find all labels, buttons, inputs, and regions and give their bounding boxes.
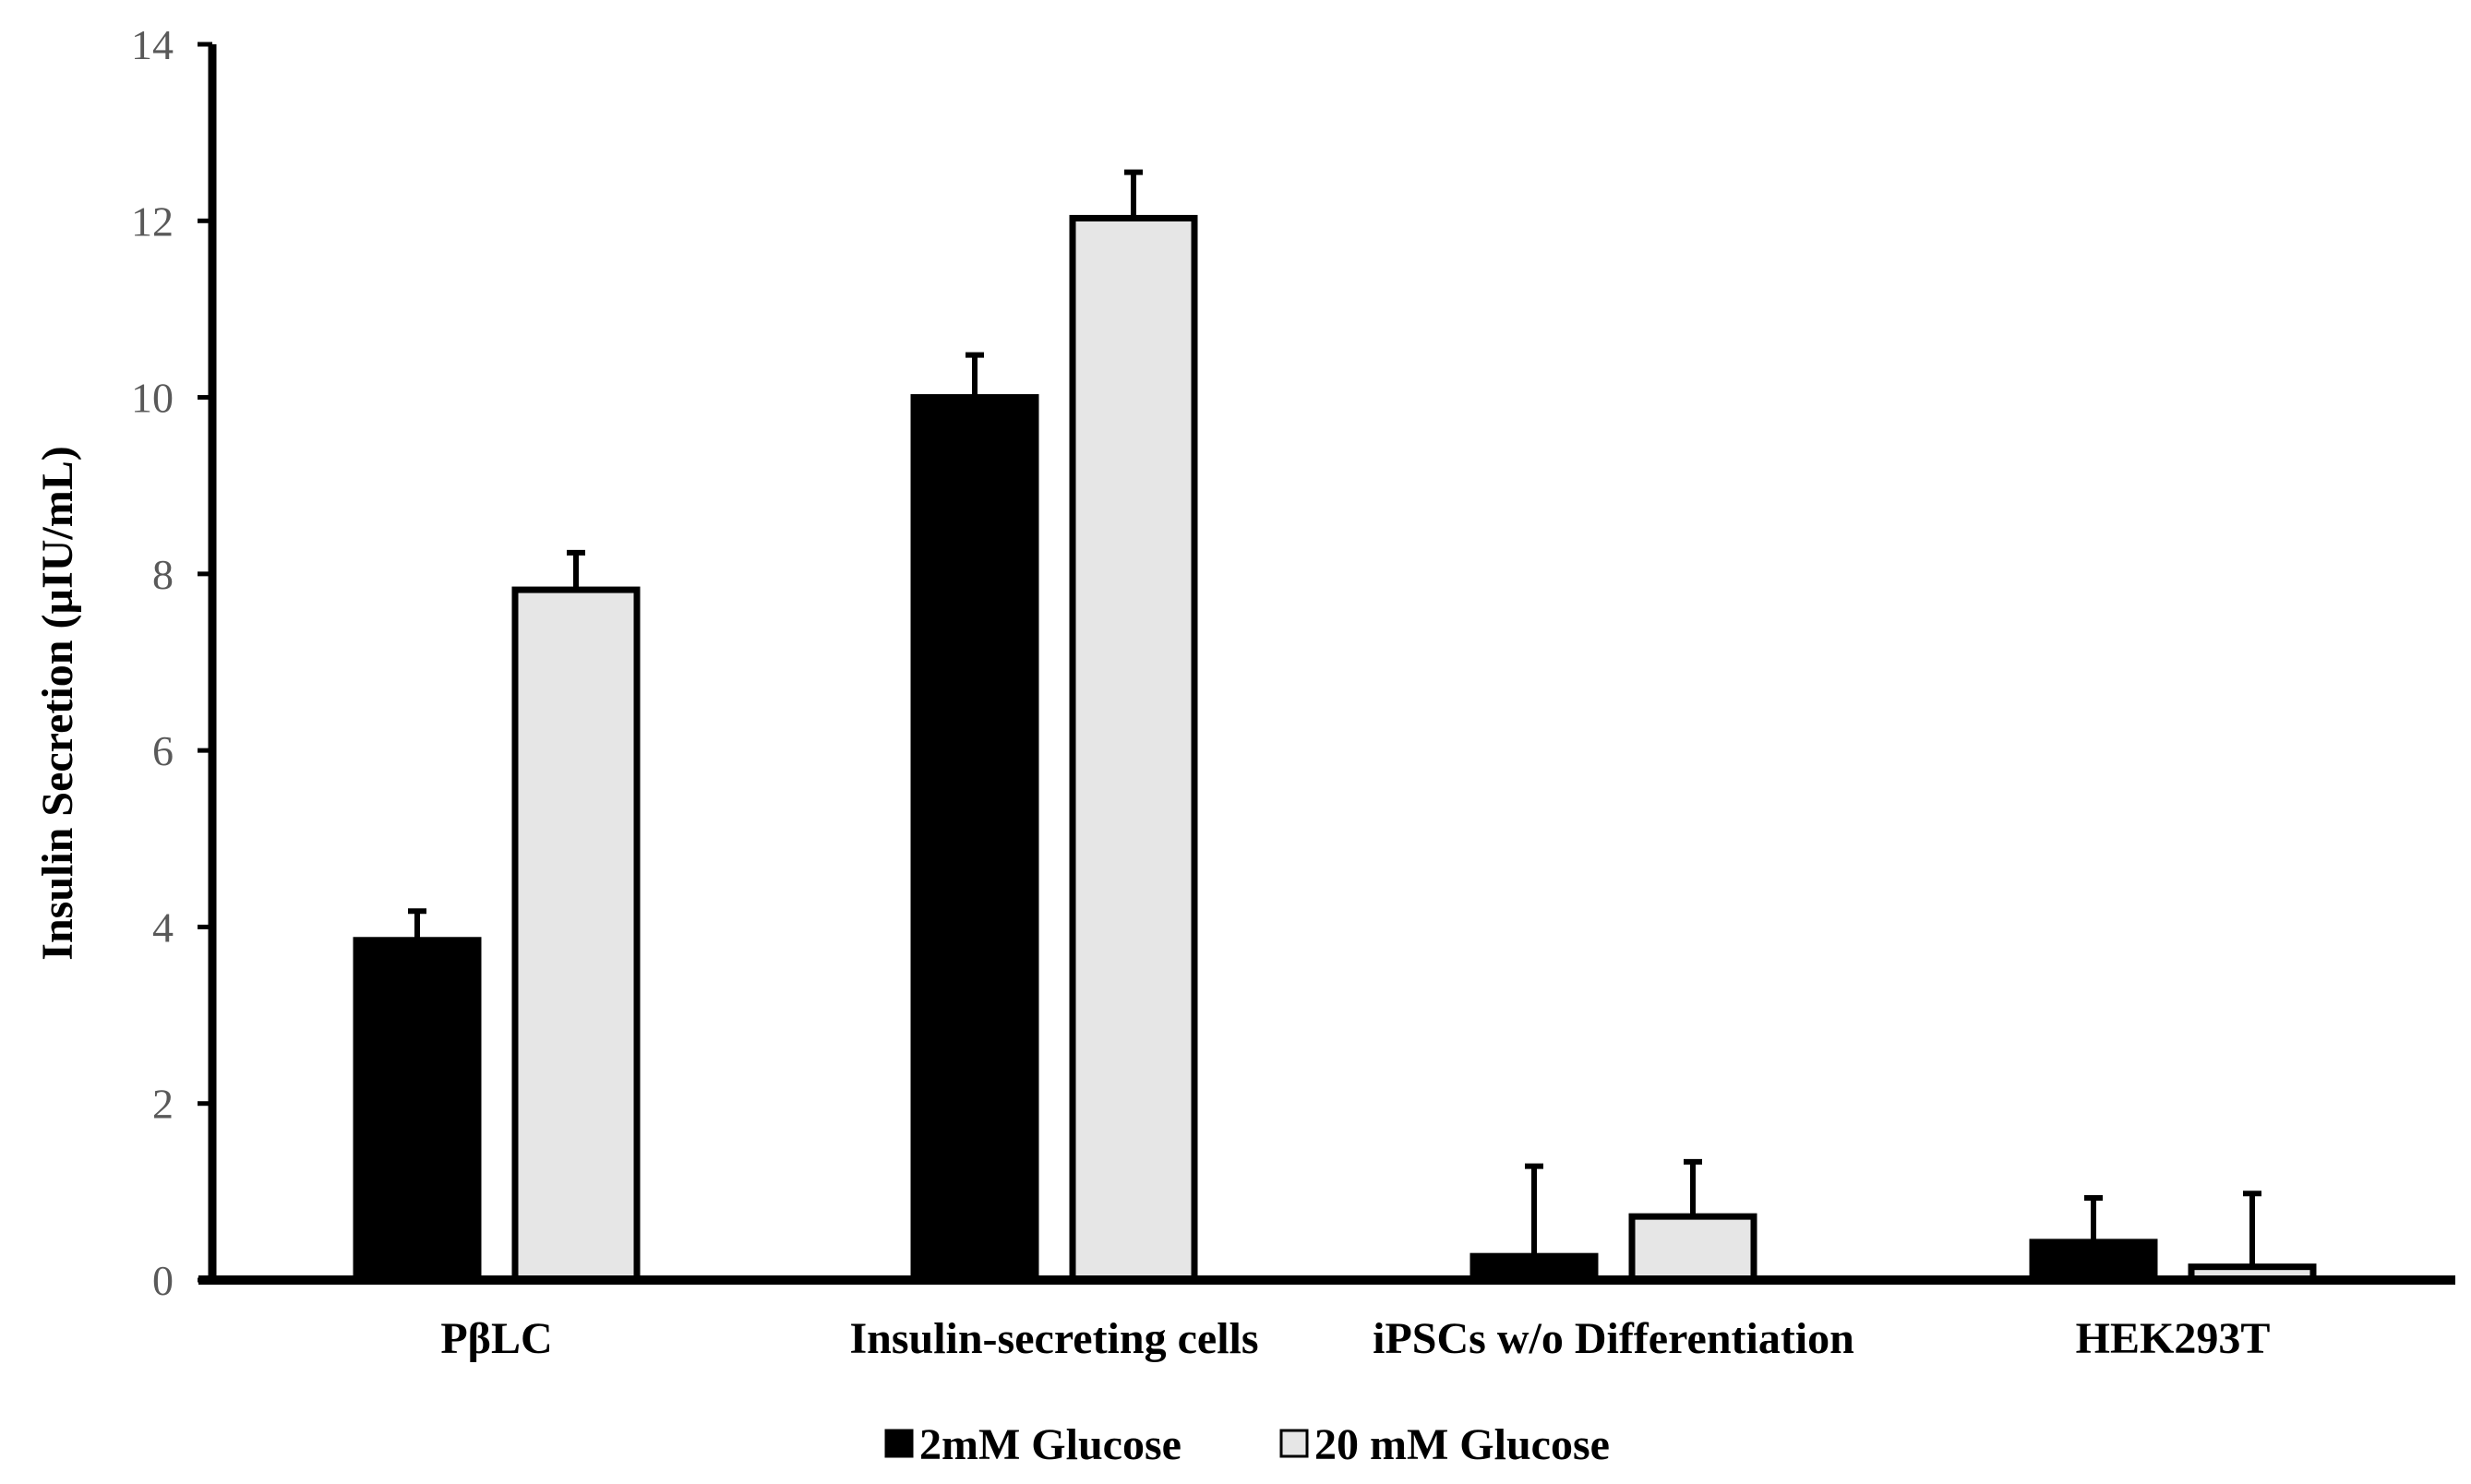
- category-label: Insulin-secreting cells: [849, 1314, 1258, 1363]
- category-label: PβLC: [440, 1314, 552, 1363]
- legend: 2mM Glucose 20 mM Glucose: [884, 1420, 1610, 1469]
- bar-2mm-0: [353, 937, 482, 1284]
- y-tick-label: 12: [131, 197, 174, 245]
- legend-label: 2mM Glucose: [919, 1420, 1182, 1469]
- category-label: iPSCs w/o Differentiation: [1373, 1314, 1854, 1363]
- y-tick-label: 0: [152, 1257, 174, 1304]
- y-tick-label: 6: [152, 727, 174, 774]
- bar-20mm-1: [1069, 214, 1198, 1284]
- category-labels-layer: PβLC Insulin-secreting cells iPSCs w/o Dif…: [440, 1314, 2270, 1363]
- bars-layer: [353, 214, 2317, 1284]
- y-tick-label: 2: [152, 1081, 174, 1128]
- error-bars-layer: [408, 169, 2261, 1267]
- y-tick-label: 10: [131, 375, 174, 422]
- axes-layer: [198, 44, 2455, 1285]
- y-tick-label: 14: [131, 21, 174, 68]
- legend-swatch: [1279, 1429, 1309, 1458]
- y-tick-label: 4: [152, 904, 174, 951]
- y-tick-label: 8: [152, 551, 174, 598]
- category-label: HEK293T: [2076, 1314, 2271, 1363]
- y-ticks-layer: 0 2 4 6 8 10 12 14: [131, 21, 212, 1304]
- bar-2mm-3: [2029, 1239, 2158, 1284]
- bar-2mm-1: [910, 394, 1039, 1284]
- bar-20mm-2: [1628, 1213, 1757, 1284]
- legend-label: 20 mM Glucose: [1314, 1420, 1610, 1469]
- bar-20mm-0: [511, 586, 641, 1284]
- legend-swatch: [884, 1429, 914, 1458]
- y-axis-title: Insulin Secretion (µIU/mL): [33, 446, 82, 960]
